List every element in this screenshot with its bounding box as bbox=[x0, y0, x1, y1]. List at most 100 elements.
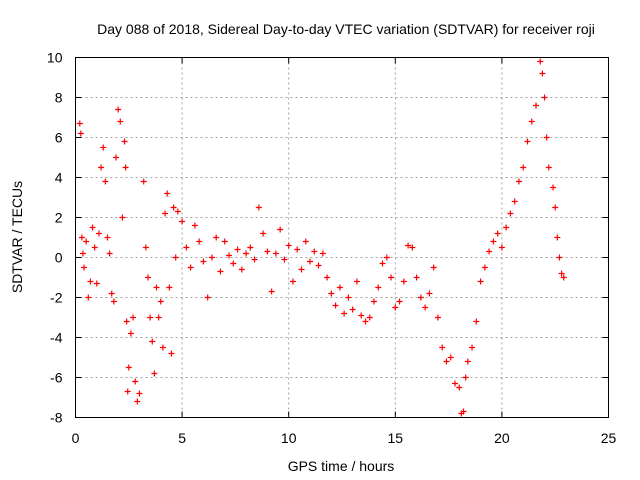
data-point bbox=[93, 280, 100, 287]
data-point bbox=[362, 318, 369, 325]
data-point bbox=[208, 254, 215, 261]
data-point bbox=[315, 262, 322, 269]
data-point bbox=[528, 118, 535, 125]
data-point bbox=[79, 250, 86, 257]
data-point bbox=[405, 242, 412, 249]
data-point bbox=[204, 294, 211, 301]
data-point bbox=[213, 234, 220, 241]
data-point bbox=[264, 248, 271, 255]
data-point bbox=[183, 244, 190, 251]
data-point bbox=[434, 314, 441, 321]
data-point bbox=[451, 380, 458, 387]
data-point bbox=[149, 338, 156, 345]
data-point bbox=[349, 306, 356, 313]
data-point bbox=[81, 264, 88, 271]
axis-ticks bbox=[75, 57, 609, 418]
data-point bbox=[439, 344, 446, 351]
data-point bbox=[187, 264, 194, 271]
data-point bbox=[396, 298, 403, 305]
data-point bbox=[106, 250, 113, 257]
data-point bbox=[127, 330, 134, 337]
data-point bbox=[130, 314, 137, 321]
data-point bbox=[426, 290, 433, 297]
data-point bbox=[77, 130, 84, 137]
data-point bbox=[392, 304, 399, 311]
data-point bbox=[552, 204, 559, 211]
data-point bbox=[89, 224, 96, 231]
y-tick-labels: -8 -6 -4 -2 0 2 4 6 8 10 bbox=[47, 50, 63, 426]
x-tick-labels: 0 5 10 15 20 25 bbox=[72, 430, 617, 446]
data-point bbox=[319, 250, 326, 257]
data-point bbox=[166, 284, 173, 291]
data-point bbox=[298, 266, 305, 273]
y-tick-label: 6 bbox=[55, 130, 63, 146]
data-point bbox=[110, 298, 117, 305]
data-point bbox=[251, 256, 258, 263]
data-point bbox=[230, 260, 237, 267]
data-point bbox=[302, 238, 309, 245]
data-point bbox=[503, 224, 510, 231]
plot-frame bbox=[75, 57, 609, 418]
y-axis-label: SDTVAR / TECUs bbox=[9, 181, 25, 293]
data-point bbox=[413, 274, 420, 281]
data-point bbox=[417, 294, 424, 301]
data-point bbox=[221, 238, 228, 245]
data-point bbox=[477, 278, 484, 285]
data-point bbox=[311, 248, 318, 255]
data-point bbox=[409, 244, 416, 251]
data-point bbox=[117, 118, 124, 125]
data-point bbox=[281, 256, 288, 263]
data-point bbox=[255, 204, 262, 211]
data-point bbox=[121, 138, 128, 145]
data-point bbox=[560, 274, 567, 281]
grid-lines bbox=[75, 57, 609, 418]
data-point bbox=[200, 258, 207, 265]
data-point bbox=[164, 190, 171, 197]
data-point bbox=[87, 278, 94, 285]
data-point bbox=[113, 154, 120, 161]
data-point bbox=[140, 178, 147, 185]
data-point bbox=[151, 370, 158, 377]
data-point bbox=[155, 314, 162, 321]
y-tick-label: -4 bbox=[50, 330, 63, 346]
data-point bbox=[515, 178, 522, 185]
data-point bbox=[83, 238, 90, 245]
data-point bbox=[324, 274, 331, 281]
data-point bbox=[307, 258, 314, 265]
data-point bbox=[123, 318, 130, 325]
data-point bbox=[524, 138, 531, 145]
data-point bbox=[174, 208, 181, 215]
data-point bbox=[375, 284, 382, 291]
data-point bbox=[108, 290, 115, 297]
data-point bbox=[462, 374, 469, 381]
data-point bbox=[460, 408, 467, 415]
data-point bbox=[541, 94, 548, 101]
data-point bbox=[234, 246, 241, 253]
x-tick-label: 5 bbox=[178, 430, 186, 446]
data-point bbox=[115, 106, 122, 113]
data-point bbox=[277, 226, 284, 233]
data-point bbox=[353, 278, 360, 285]
data-point bbox=[157, 298, 164, 305]
data-point bbox=[336, 284, 343, 291]
y-tick-label: 10 bbox=[47, 50, 63, 66]
data-point bbox=[98, 164, 105, 171]
data-point bbox=[366, 314, 373, 321]
data-point bbox=[456, 384, 463, 391]
data-point bbox=[294, 246, 301, 253]
sdtvar-series bbox=[76, 58, 567, 417]
data-point bbox=[447, 354, 454, 361]
data-point bbox=[85, 294, 92, 301]
data-point bbox=[370, 298, 377, 305]
data-point bbox=[247, 244, 254, 251]
x-tick-label: 20 bbox=[494, 430, 510, 446]
data-point bbox=[142, 244, 149, 251]
data-point bbox=[379, 260, 386, 267]
data-point bbox=[147, 314, 154, 321]
data-point bbox=[341, 310, 348, 317]
x-tick-label: 0 bbox=[72, 430, 80, 446]
data-point bbox=[486, 248, 493, 255]
data-point bbox=[104, 234, 111, 241]
data-point bbox=[134, 398, 141, 405]
